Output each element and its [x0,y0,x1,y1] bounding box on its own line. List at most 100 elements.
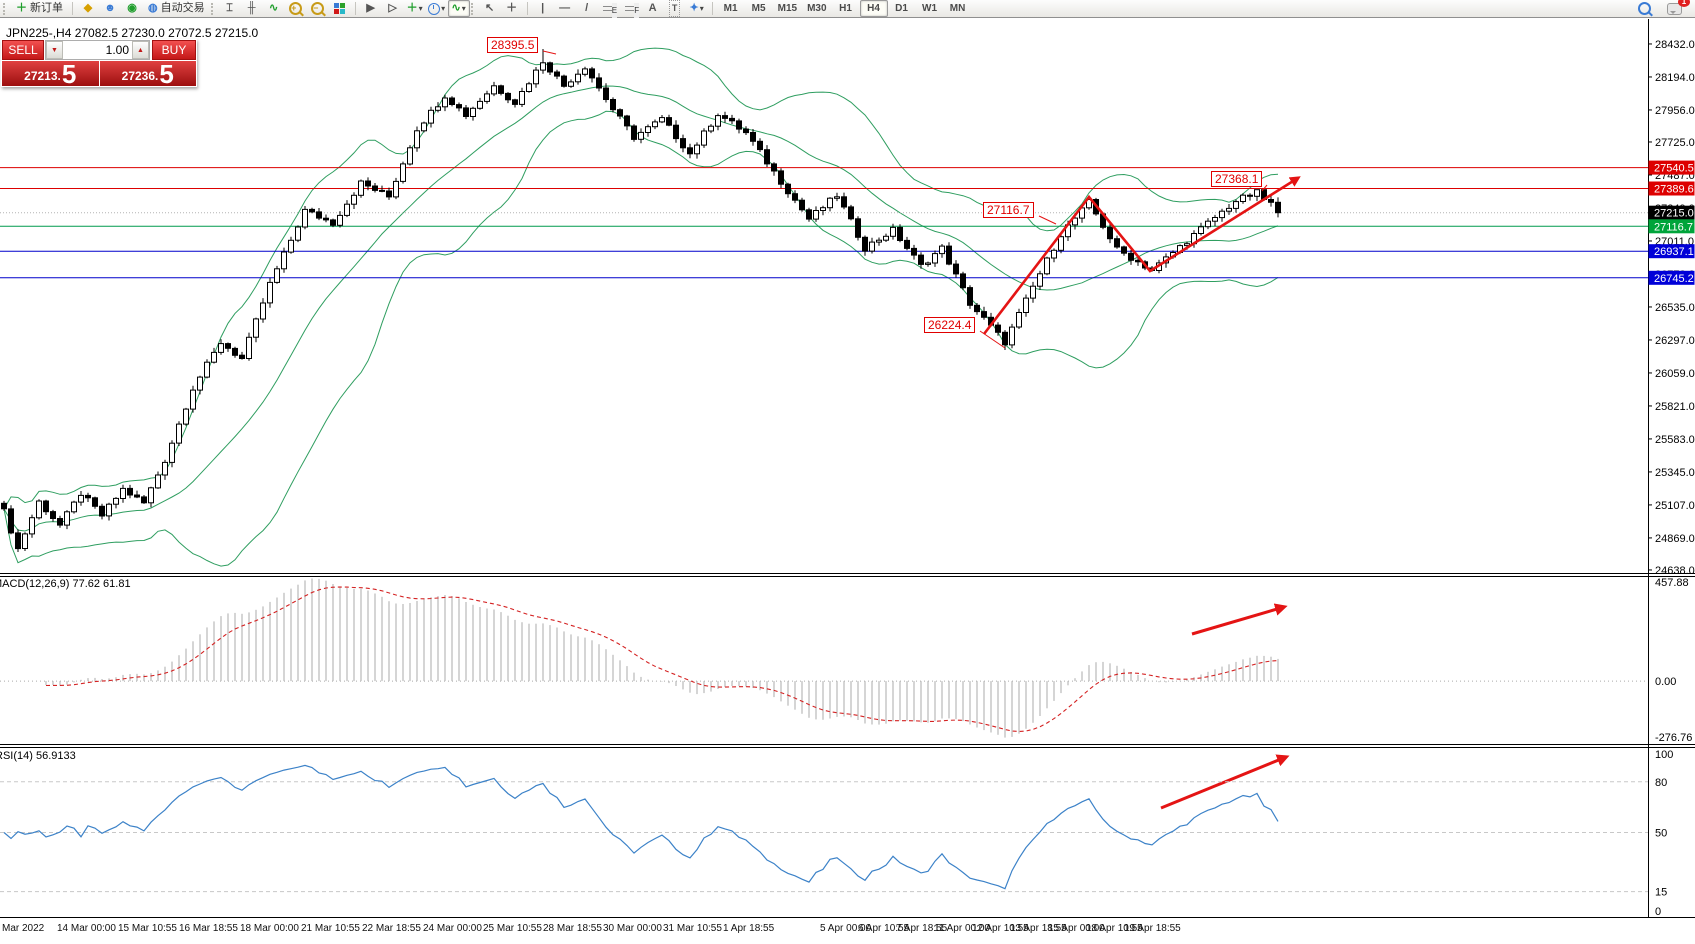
time-axis-label: 18 Mar 00:00 [240,923,299,934]
gold-icon[interactable]: ◆ [83,2,93,14]
timeframe-button-W1[interactable]: W1 [922,3,938,14]
time-axis-label: 15 Mar 10:55 [118,923,177,934]
timeframe-button-M15[interactable]: M15 [777,3,798,14]
time-axis-label: 24 Mar 00:00 [423,923,482,934]
chart-symbol-title: JPN225-,H4 27082.5 27230.0 27072.5 27215… [6,26,259,40]
arrows-tool-icon[interactable]: ✦ ▾ [689,2,704,14]
globe-icon: ◍ [148,2,158,14]
macd-axis-label: -276.76 [1655,732,1692,744]
sell-price-main: 27213 [24,69,58,83]
vertical-line-icon[interactable]: | [541,2,545,14]
toolbar-grip[interactable] [3,2,8,15]
templates-icon[interactable]: ∿ ▾ [447,0,470,17]
tile-windows-icon[interactable] [329,0,351,17]
price-callout-low[interactable]: 26224.4 [924,317,976,333]
new-order-button[interactable]: ＋ 新订单 [11,0,68,17]
zoom-out-icon[interactable]: − [307,0,329,17]
axis-tick-label: 26059.0 [1655,368,1695,380]
candlestick-mode-icon[interactable]: ╫ [247,2,256,14]
rsi-trend-arrow [1160,754,1290,810]
time-axis-label: 6 Apr 10:55 [858,923,910,934]
price-badge: 27116.7 [1654,221,1693,233]
time-axis-label: 28 Mar 18:55 [543,923,602,934]
zoom-in-icon[interactable]: + [285,0,307,17]
timeframe-button-H4[interactable]: H4 [859,0,888,17]
periods-icon[interactable]: ▾ [426,0,448,17]
horizontal-line-icon[interactable]: — [559,2,571,14]
volume-increase-button[interactable]: ▲ [132,41,149,59]
buy-price-button[interactable]: 27236. 5 [99,59,196,89]
signals-icon[interactable]: ◉ [127,2,137,14]
time-axis-label: 31 Mar 10:55 [663,923,722,934]
price-callout-support[interactable]: 27116.7 [983,202,1034,218]
trendline-icon[interactable]: / [585,2,589,14]
toolbar-separator [711,2,713,15]
axis-tick-label: 26535.0 [1655,302,1695,314]
time-axis-label: 25 Mar 10:55 [483,923,542,934]
bollinger-upper-band [3,47,1279,510]
timeframe-button-M5[interactable]: M5 [751,3,766,14]
rsi-axis-label: 15 [1655,887,1667,899]
volume-decrease-button[interactable]: ▼ [46,41,63,59]
equidistant-channel-icon[interactable]: E [598,0,620,18]
price-callout-swing-high[interactable]: 27368.1 [1211,171,1263,187]
sell-price-big-digit: 5 [61,59,77,89]
add-indicator-icon[interactable]: ＋ ▾ [406,2,423,14]
auto-scroll-icon[interactable]: ▶ [366,2,375,14]
text-label-icon[interactable]: T [664,0,686,17]
volume-value[interactable]: 1.00 [105,43,129,57]
axis-tick-label: 28432.0 [1655,39,1695,51]
search-icon[interactable] [1633,0,1655,17]
time-axis-label: 7 Apr 18:55 [896,923,948,934]
timeframe-button-M1[interactable]: M1 [723,3,738,14]
timeframe-button-H1[interactable]: H1 [839,3,852,14]
rsi-line [3,764,1279,890]
axis-tick-label: 25345.0 [1655,467,1695,479]
time-axis-label: 15 Apr 00:00 [1048,923,1105,934]
chart-shift-icon[interactable]: ▷ [388,2,397,14]
sell-price-button[interactable]: 27213. 5 [2,59,99,89]
timeframe-button-MN[interactable]: MN [949,3,966,14]
community-icon[interactable]: ☻ [104,2,116,14]
time-axis-label: Mar 2022 [2,923,45,934]
buy-price-big-digit: 5 [159,59,174,89]
price-badge: 27389.6 [1654,184,1694,196]
time-axis[interactable]: Mar 2022 14 Mar 00:00 15 Mar 10:55 16 Mar 1… [2,923,1181,934]
trend-zigzag-arrow [982,176,1301,335]
timeframe-button-M30[interactable]: M30 [807,3,827,14]
buy-button[interactable]: BUY [152,40,196,60]
price-badge: 26745.2 [1654,273,1694,285]
axis-tick-label: 27725.0 [1655,137,1695,149]
price-callout-high[interactable]: 28395.5 [487,37,539,53]
price-badge: 27540.5 [1654,163,1694,175]
toolbar-separator [72,2,73,15]
timeframe-button-D1[interactable]: D1 [895,3,908,14]
crosshair-icon[interactable]: ＋ [506,2,518,14]
axis-tick-label: 25107.0 [1655,500,1695,512]
text-icon[interactable]: A [648,2,657,14]
fibonacci-icon[interactable]: F [620,0,642,18]
time-axis-label: 5 Apr 00:00 [820,923,872,934]
axis-tick-label: 24869.0 [1655,533,1695,545]
toolbar-grip[interactable] [210,2,216,15]
horizontal-price-lines[interactable] [0,167,1648,279]
time-axis-label: 19 Apr 18:55 [1124,923,1181,934]
line-chart-mode-icon[interactable]: ∿ [269,2,279,14]
new-order-label: 新订单 [30,2,63,14]
axis-tick-label: 25583.0 [1655,434,1695,446]
rsi-axis-label: 80 [1655,777,1667,789]
price-axis: 28432.028194.027956.027725.027487.027249… [1648,19,1695,918]
chart-annotations[interactable] [542,50,1301,810]
main-toolbar: ＋ 新订单 ◆ ☻ ◉ ◍ 自动交易 ⌶ ╫ ∿ + − ▶ ▷ ＋ ▾ ▾ ∿ ▾… [0,0,1695,18]
cursor-icon[interactable]: ↖ [485,2,495,14]
axis-tick-label: 28194.0 [1655,72,1695,84]
auto-trading-button[interactable]: ◍ 自动交易 [143,0,210,17]
toolbar-grip[interactable] [470,2,476,15]
rsi-axis-label: 50 [1655,828,1667,840]
notifications-icon[interactable]: 1 [1663,0,1690,17]
bar-chart-mode-icon[interactable]: ⌶ [226,2,233,14]
sell-button[interactable]: SELL [2,40,44,60]
plus-icon: ＋ [16,2,27,14]
axis-tick-label: 27956.0 [1655,105,1695,117]
